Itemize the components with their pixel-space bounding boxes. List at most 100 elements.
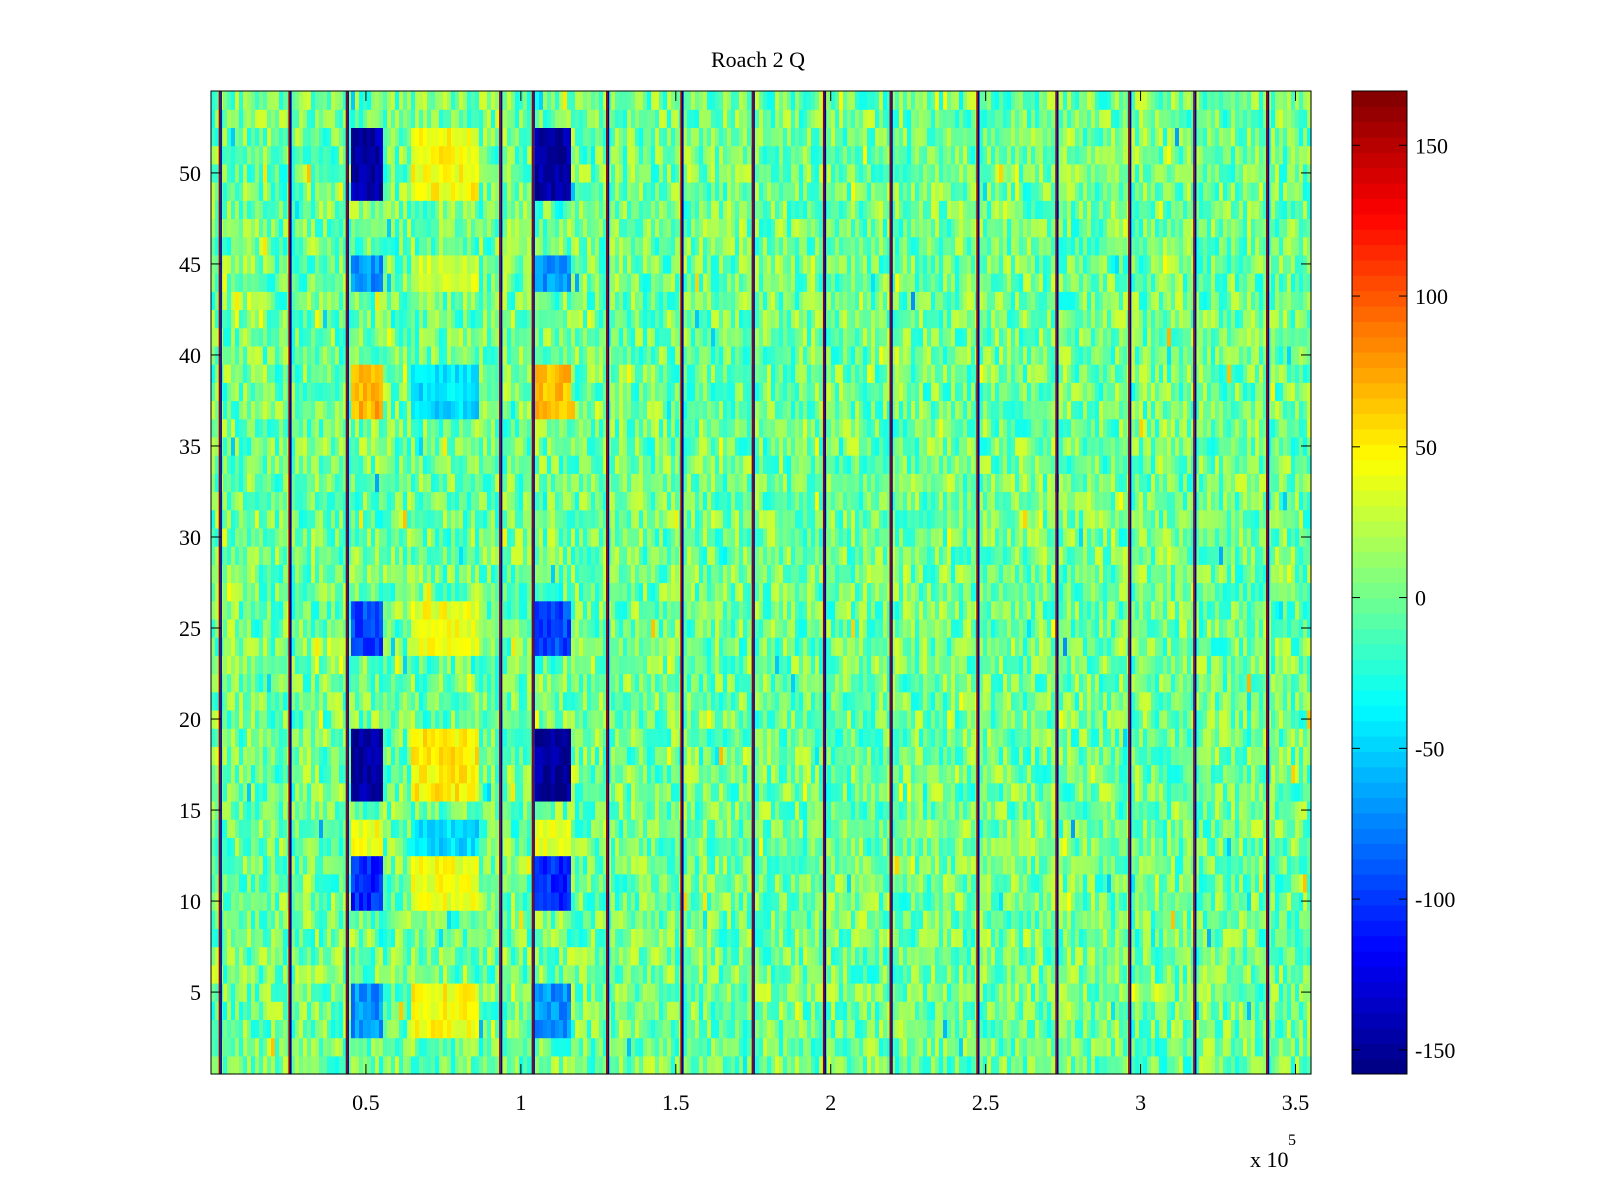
heatmap-cell [535,982,540,1002]
heatmap-cell [647,782,652,802]
heatmap-cell [599,746,604,766]
heatmap-cell [327,873,332,893]
heatmap-cell [227,964,232,984]
heatmap-cell [1103,1019,1108,1039]
heatmap-cell [403,782,408,802]
heatmap-cell [995,1037,1000,1057]
heatmap-cell [799,855,804,875]
heatmap-cell [659,837,664,857]
heatmap-cell [315,873,320,893]
heatmap-cell [991,782,996,802]
heatmap-cell [767,855,772,875]
heatmap-cell [355,964,360,984]
heatmap-cell [615,1001,620,1020]
heatmap-cell [983,891,988,911]
heatmap-cell [607,1037,612,1057]
heatmap-cell [695,982,700,1002]
heatmap-cell [899,982,904,1002]
heatmap-cell [779,910,784,929]
heatmap-cell [1167,1001,1172,1020]
heatmap-cell [1111,855,1116,875]
heatmap-cell [1087,1001,1092,1020]
heatmap-cell [559,1037,564,1057]
heatmap-cell [911,910,916,929]
heatmap-cell [339,728,344,747]
heatmap-cell [867,964,872,984]
heatmap-cell [431,764,436,784]
heatmap-cell [539,964,544,984]
heatmap-cell [951,800,956,820]
heatmap-cell [227,764,232,784]
heatmap-cell [771,964,776,984]
heatmap-cell [1211,746,1216,766]
heatmap-cell [523,1037,528,1057]
heatmap-cell [1203,928,1208,948]
heatmap-cell [827,946,832,966]
heatmap-cell [239,964,244,984]
heatmap-cell [1039,746,1044,766]
heatmap-cell [279,873,284,893]
heatmap-cell [863,1019,868,1039]
heatmap-cell [395,782,400,802]
heatmap-cell [815,746,820,766]
heatmap-cell [271,855,276,875]
heatmap-cell [379,837,384,857]
heatmap-cell [391,946,396,966]
heatmap-cell [1147,819,1152,838]
heatmap-cell [627,800,632,820]
heatmap-cell [447,855,452,875]
heatmap-cell [591,855,596,875]
heatmap-cell [291,1037,296,1057]
heatmap-cell [1035,819,1040,838]
heatmap-cell [307,928,312,948]
heatmap-cell [1043,964,1048,984]
heatmap-cell [359,837,364,857]
heatmap-cell [1251,946,1256,966]
heatmap-cell [879,764,884,784]
heatmap-cell [983,782,988,802]
heatmap-cell [931,928,936,948]
heatmap-cell [595,1037,600,1057]
heatmap-cell [995,982,1000,1002]
heatmap-cell [971,928,976,948]
heatmap-cell [351,873,356,893]
heatmap-cell [1075,946,1080,966]
heatmap-cell [543,1001,548,1020]
heatmap-cell [579,837,584,857]
heatmap-cell [495,837,500,857]
heatmap-cell [879,964,884,984]
heatmap-cell [1075,1019,1080,1039]
heatmap-cell [607,946,612,966]
heatmap-cell [387,1001,392,1020]
heatmap-cell [1007,1001,1012,1020]
heatmap-cell [243,837,248,857]
heatmap-cell [851,764,856,784]
heatmap-cell [1171,1019,1176,1039]
heatmap-cell [979,1037,984,1057]
heatmap-cell [611,800,616,820]
heatmap-cell [1223,964,1228,984]
heatmap-cell [887,891,892,911]
heatmap-cell [1307,910,1312,929]
heatmap-cell [939,800,944,820]
heatmap-cell [371,800,376,820]
heatmap-cell [995,782,1000,802]
heatmap-cell [1291,964,1296,984]
heatmap-cell [1167,746,1172,766]
heatmap-cell [307,800,312,820]
heatmap-cell [743,837,748,857]
heatmap-cell [1275,982,1280,1002]
heatmap-cell [271,764,276,784]
heatmap-cell [763,1001,768,1020]
heatmap-cell [851,782,856,802]
heatmap-cell [1075,964,1080,984]
heatmap-cell [1211,964,1216,984]
heatmap-cell [223,746,228,766]
heatmap-cell [491,982,496,1002]
heatmap-cell [243,800,248,820]
heatmap-cell [1227,746,1232,766]
heatmap-cell [483,910,488,929]
heatmap-cell [1087,1055,1092,1075]
heatmap-cell [399,946,404,966]
heatmap-cell [839,1055,844,1075]
